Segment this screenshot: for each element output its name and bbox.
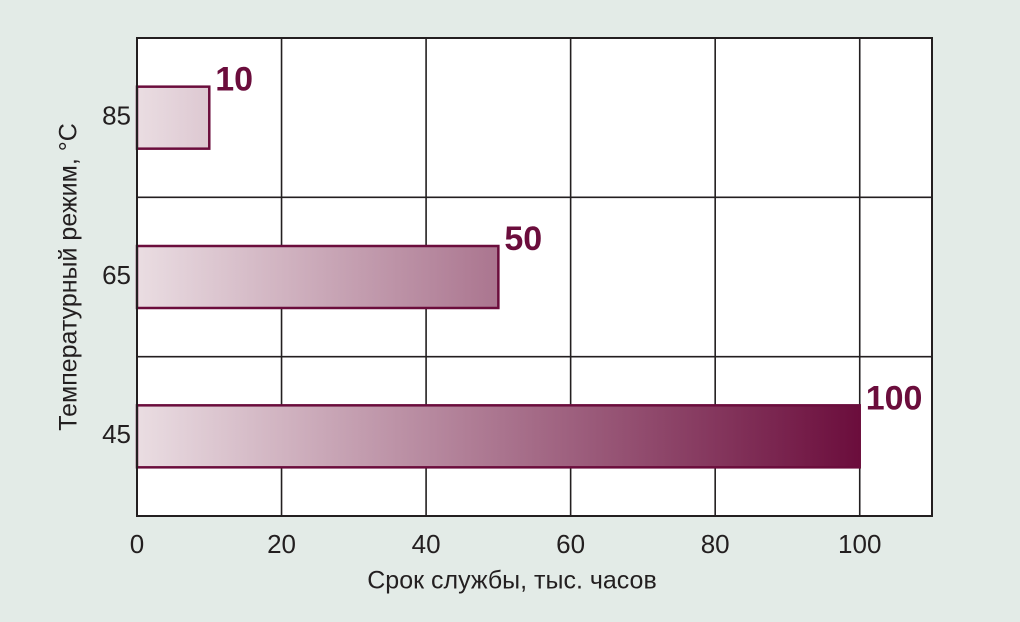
bar xyxy=(135,244,500,310)
value-label: 10 xyxy=(215,61,253,99)
x-tick-label: 20 xyxy=(267,529,296,559)
value-label: 50 xyxy=(504,220,542,258)
bar xyxy=(135,85,211,150)
x-tick-label: 100 xyxy=(838,529,881,559)
x-tick-label: 40 xyxy=(412,529,441,559)
plot-frame xyxy=(136,37,933,517)
y-axis-title: Температурный режим, °С xyxy=(55,123,83,431)
x-axis-title: Срок службы, тыс. часов xyxy=(367,567,657,595)
bar xyxy=(135,404,861,469)
y-tick-label: 45 xyxy=(102,419,131,449)
value-label: 100 xyxy=(866,379,923,417)
y-tick-label: 65 xyxy=(102,260,131,290)
y-tick-label: 85 xyxy=(102,101,131,131)
x-tick-label: 0 xyxy=(130,529,144,559)
x-tick-label: 80 xyxy=(701,529,730,559)
x-tick-label: 60 xyxy=(556,529,585,559)
